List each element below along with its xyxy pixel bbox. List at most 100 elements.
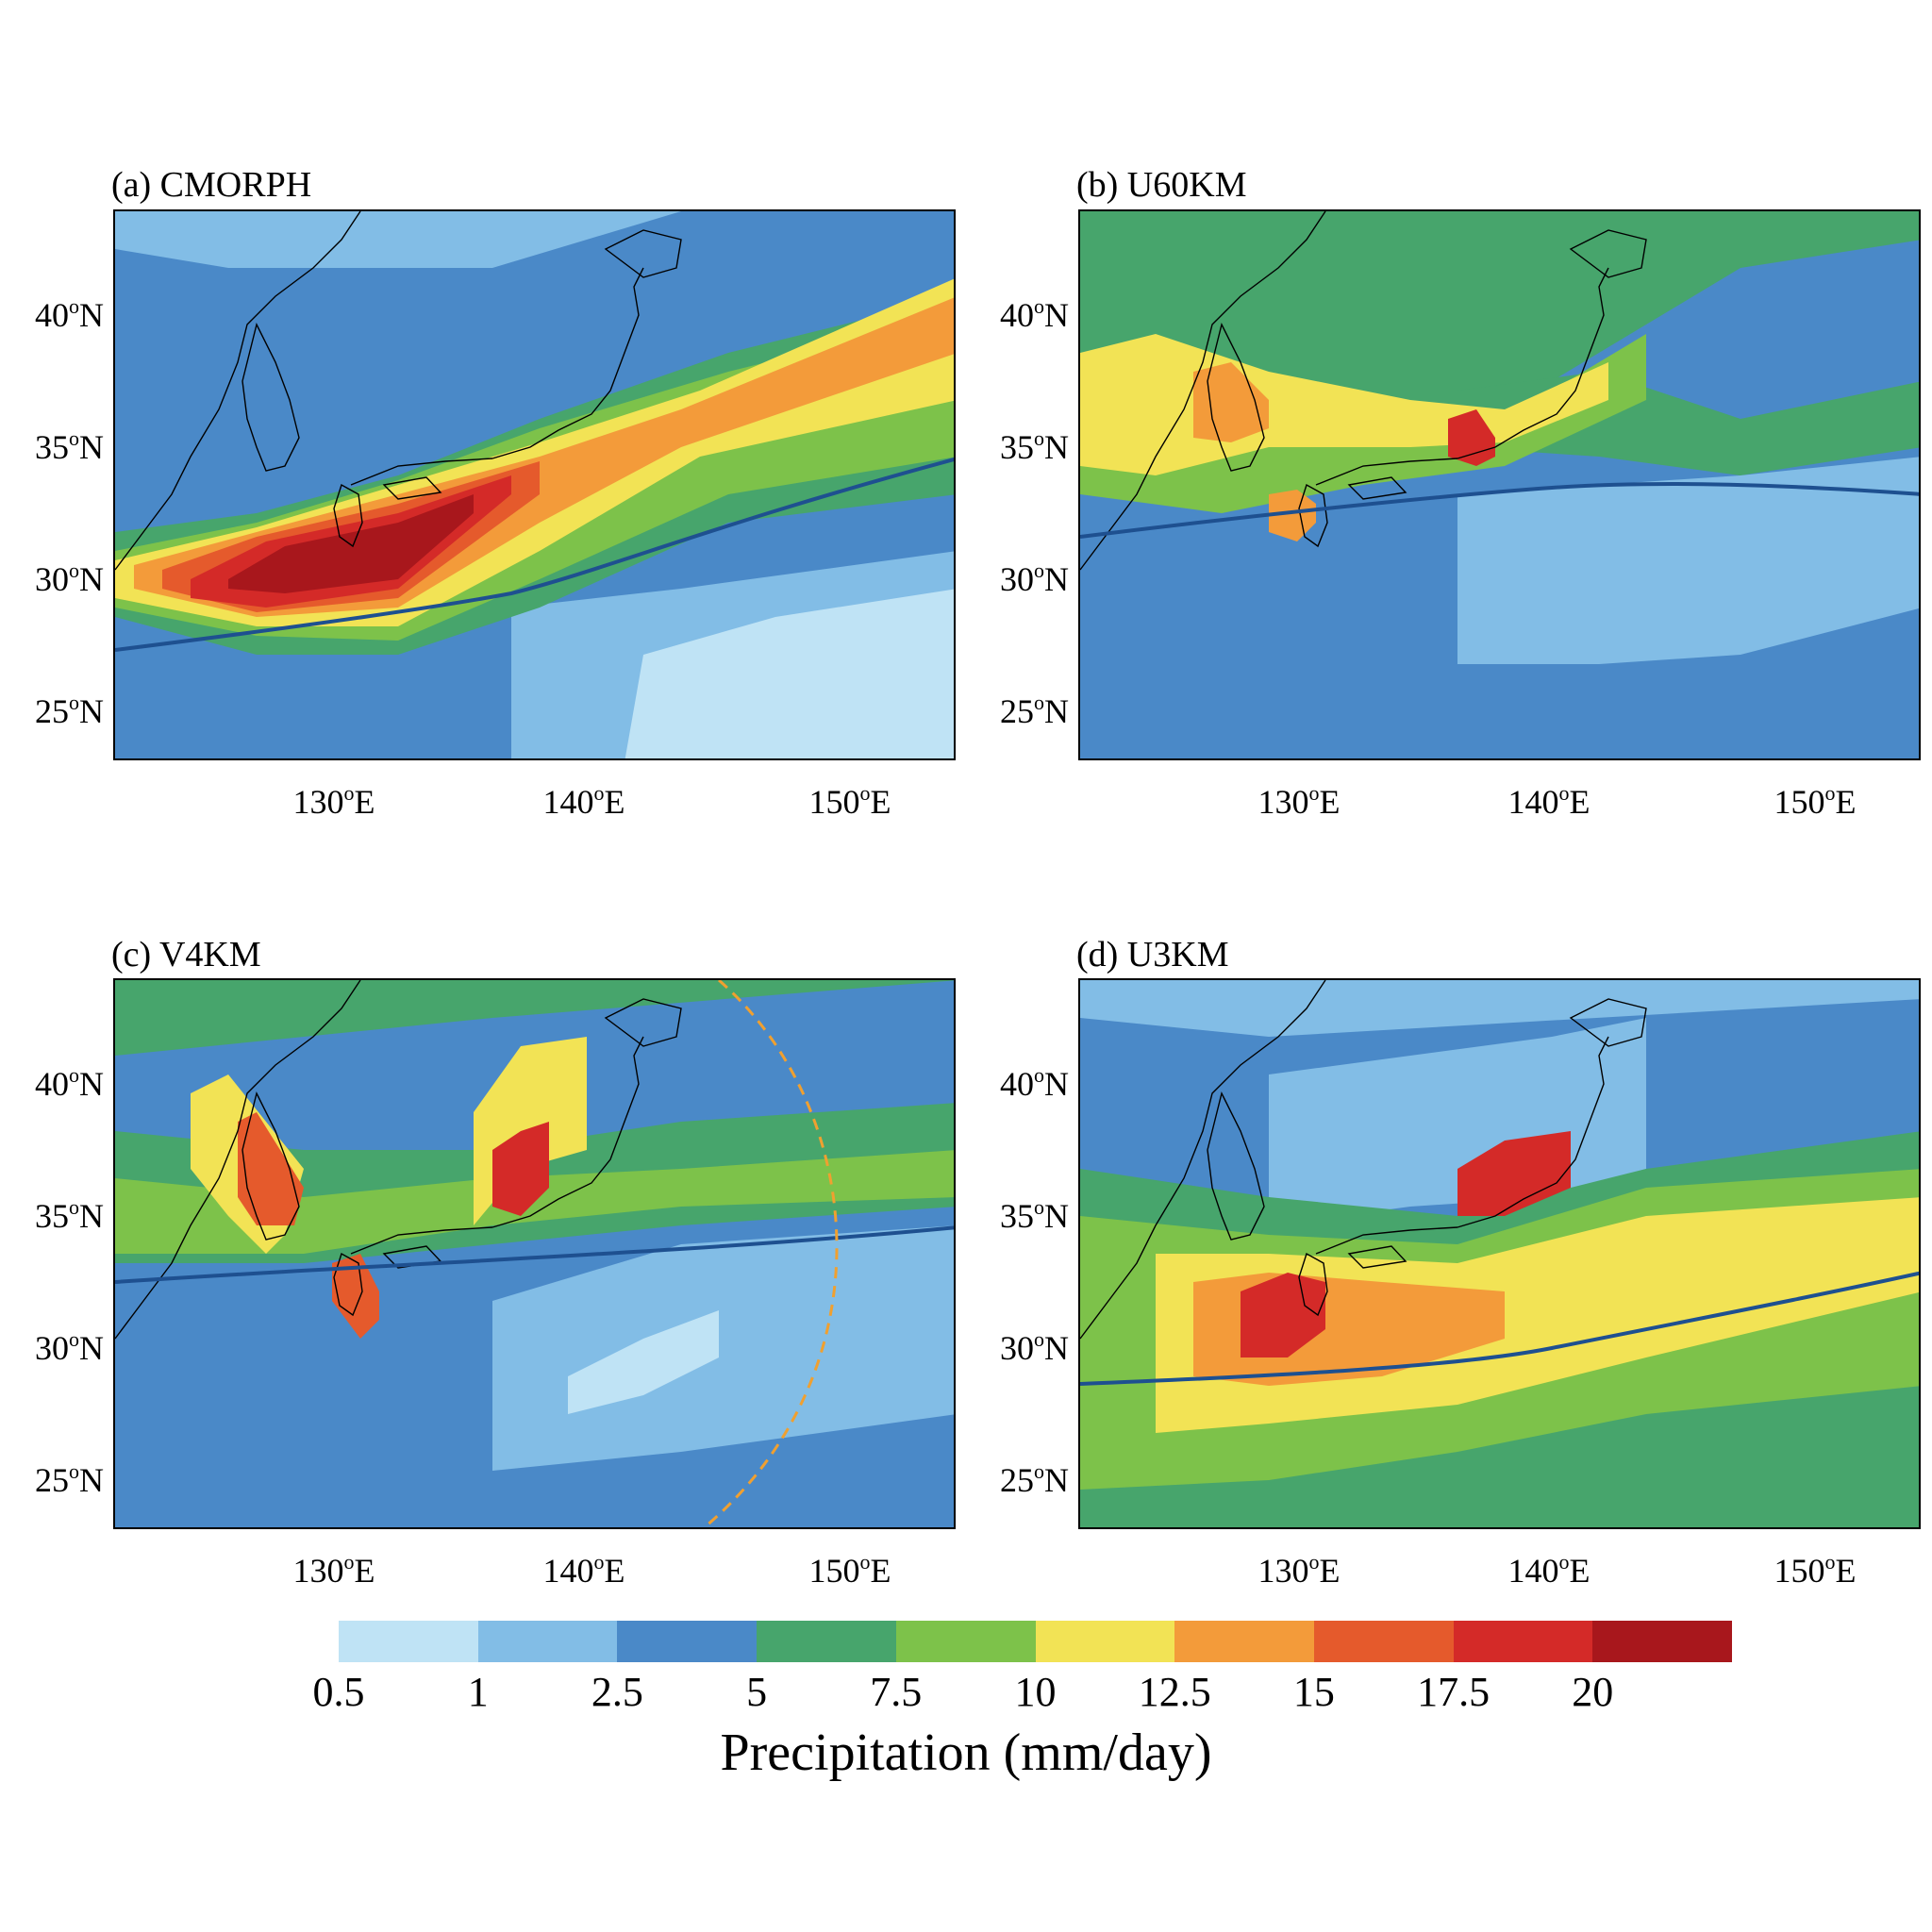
map-panel-v4km <box>113 978 956 1529</box>
lat-tick-label: 40oN <box>35 294 104 334</box>
precip-field <box>1448 409 1495 466</box>
precip-field <box>492 1122 549 1216</box>
lon-tick-label: 150oE <box>808 1550 891 1590</box>
map-panel-u3km <box>1078 978 1921 1529</box>
lon-tick-label: 140oE <box>542 781 625 821</box>
colorbar-tick-label: 10 <box>1014 1669 1057 1715</box>
lon-tick-label: 150oE <box>808 781 891 821</box>
coastline <box>491 267 644 459</box>
colorbar-title: Precipitation (mm/day) <box>720 1724 1212 1782</box>
coastline <box>115 980 361 1340</box>
precip-field <box>1193 362 1269 442</box>
coastline <box>604 229 682 278</box>
coastline <box>1298 1252 1328 1317</box>
coastline <box>333 483 363 548</box>
precip-field <box>1457 1131 1571 1216</box>
colorbar-tick-label: 12.5 <box>1138 1669 1211 1715</box>
coastline <box>491 1036 644 1228</box>
colorbar-tick-label: 2.5 <box>591 1669 643 1715</box>
colorbar-swatch <box>339 1621 478 1662</box>
coastline <box>333 1252 363 1317</box>
coastline <box>242 1091 300 1241</box>
precip-band-light <box>492 1225 954 1471</box>
colorbar-tick-label: 15 <box>1292 1669 1335 1715</box>
lon-tick-label: 130oE <box>1257 1550 1341 1590</box>
lon-tick-label: 140oE <box>1507 1550 1591 1590</box>
lat-tick-label: 25oN <box>1000 691 1069 730</box>
precip-band-light <box>1080 980 1919 1037</box>
panel-title-c: (c) V4KM <box>111 935 261 974</box>
lat-tick-label: 30oN <box>1000 1327 1069 1367</box>
domain-boundary-dashed <box>702 980 839 1527</box>
lat-tick-label: 40oN <box>35 1063 104 1103</box>
panel-title-a: (a) CMORPH <box>111 165 312 205</box>
precip-field <box>1241 1273 1325 1357</box>
precip-band-lightest <box>568 1310 719 1414</box>
precip-field <box>1080 334 1646 513</box>
coastline <box>1080 211 1326 571</box>
front-line <box>1080 1271 1919 1386</box>
precip-field <box>332 1254 379 1339</box>
coastline <box>1457 267 1609 459</box>
colorbar <box>339 1621 1733 1662</box>
precip-field <box>1269 490 1316 541</box>
coastline <box>242 322 300 472</box>
lat-tick-label: 30oN <box>1000 558 1069 598</box>
panel-title-d: (d) U3KM <box>1076 935 1229 974</box>
precip-band-light <box>115 211 954 268</box>
colorbar-tick-label: 5 <box>746 1669 768 1715</box>
lat-tick-label: 30oN <box>35 558 104 598</box>
coastline <box>1569 229 1647 278</box>
lat-tick-label: 35oN <box>35 426 104 466</box>
coastline <box>1315 1226 1458 1255</box>
coastline <box>604 998 682 1047</box>
colorbar-swatch <box>617 1621 758 1662</box>
coastline <box>1080 980 1326 1340</box>
lat-tick-label: 35oN <box>35 1195 104 1235</box>
colorbar-swatch <box>1313 1621 1454 1662</box>
precip-band-light <box>1457 457 1919 664</box>
lon-tick-label: 130oE <box>1257 781 1341 821</box>
colorbar-swatch <box>1453 1621 1593 1662</box>
coastline <box>1207 322 1265 472</box>
coastline <box>1298 483 1328 548</box>
coastline <box>350 1226 493 1255</box>
precip-field <box>238 1112 304 1225</box>
colorbar-swatch <box>895 1621 1036 1662</box>
map-panel-u60km <box>1078 209 1921 760</box>
panel-title-b: (b) U60KM <box>1076 165 1247 205</box>
lat-tick-label: 35oN <box>1000 426 1069 466</box>
colorbar-tick-label: 7.5 <box>870 1669 923 1715</box>
coastline <box>1315 458 1458 486</box>
precip-field <box>115 980 954 1056</box>
lat-tick-label: 25oN <box>35 1459 104 1499</box>
lon-tick-label: 140oE <box>542 1550 625 1590</box>
lon-tick-label: 140oE <box>1507 781 1591 821</box>
coastline <box>1207 1091 1265 1241</box>
colorbar-tick-label: 1 <box>467 1669 489 1715</box>
colorbar-swatch <box>1174 1621 1314 1662</box>
coastline <box>1569 998 1647 1047</box>
colorbar-swatch <box>477 1621 618 1662</box>
map-panel-cmorph <box>113 209 956 760</box>
lon-tick-label: 130oE <box>292 1550 375 1590</box>
coastline <box>1347 476 1407 500</box>
precip-band-lightest <box>625 589 954 758</box>
front-line <box>115 458 954 652</box>
lon-tick-label: 150oE <box>1774 781 1857 821</box>
colorbar-swatch <box>757 1621 896 1662</box>
coastline <box>115 211 361 571</box>
lat-tick-label: 25oN <box>1000 1459 1069 1499</box>
coastline <box>350 458 493 486</box>
colorbar-tick-label: 20 <box>1572 1669 1614 1715</box>
lat-tick-label: 40oN <box>1000 1063 1069 1103</box>
coastline <box>1457 1036 1609 1228</box>
coastline <box>382 476 442 500</box>
lat-tick-label: 25oN <box>35 691 104 730</box>
lon-tick-label: 130oE <box>292 781 375 821</box>
colorbar-tick-label: 0.5 <box>312 1669 365 1715</box>
colorbar-swatch <box>1035 1621 1175 1662</box>
colorbar-tick-label: 17.5 <box>1417 1669 1491 1715</box>
precip-field <box>228 494 474 593</box>
front-line <box>1080 482 1919 539</box>
